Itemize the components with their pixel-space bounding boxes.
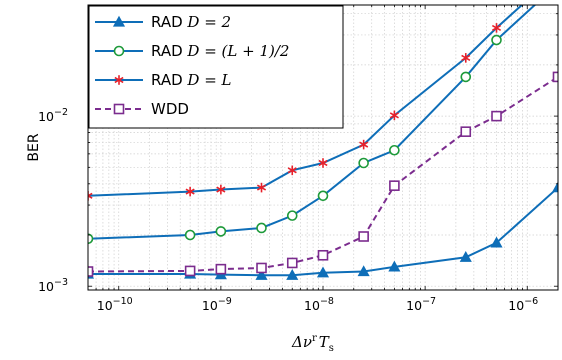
legend-entry: RAD D = (L + 1)/2 xyxy=(95,42,289,60)
marker-circle xyxy=(256,222,267,234)
marker-square xyxy=(184,265,196,277)
marker-triangle xyxy=(551,181,558,193)
legend-label: RAD D = (L + 1)/2 xyxy=(151,42,289,60)
legend-entry: WDD xyxy=(95,100,189,118)
legend-label: RAD D = 2 xyxy=(151,13,231,31)
marker-asterisk-stroke xyxy=(88,192,93,197)
marker-asterisk-stroke xyxy=(491,24,502,32)
marker-square xyxy=(389,180,400,191)
marker-triangle xyxy=(112,15,126,27)
marker-asterisk-stroke xyxy=(287,167,297,174)
marker-asterisk xyxy=(491,23,502,33)
legend-box xyxy=(88,5,344,129)
marker-square xyxy=(286,257,298,269)
marker-asterisk xyxy=(318,158,328,168)
marker-asterisk xyxy=(256,182,267,193)
marker-circle xyxy=(215,226,227,237)
marker-square xyxy=(460,126,472,137)
axis-labels: BER Δνr Ts xyxy=(26,133,334,354)
marker-asterisk-stroke xyxy=(359,141,369,148)
marker-triangle xyxy=(316,266,330,278)
marker-triangle xyxy=(388,260,401,272)
marker-circle xyxy=(317,190,329,202)
marker-asterisk-stroke xyxy=(185,188,195,195)
marker-triangle xyxy=(286,269,299,280)
marker-circle xyxy=(389,144,400,156)
marker-circle xyxy=(460,71,472,83)
marker-asterisk-stroke xyxy=(216,186,226,193)
legend-label: WDD xyxy=(151,100,189,118)
legend-entry: RAD D = 2 xyxy=(95,13,231,31)
marker-asterisk-stroke xyxy=(318,159,328,167)
x-tick-label: 10−8 xyxy=(304,296,334,313)
series-2 xyxy=(88,5,537,245)
marker-asterisk xyxy=(88,191,93,201)
marker-asterisk xyxy=(185,186,195,197)
x-tick-label: 10−6 xyxy=(508,296,538,313)
marker-square xyxy=(491,110,502,122)
marker-triangle xyxy=(255,269,268,280)
series-line xyxy=(88,76,558,273)
x-tick-label: 10−7 xyxy=(406,296,436,313)
x-tick-label: 10−9 xyxy=(202,296,232,313)
marker-asterisk-stroke xyxy=(389,112,399,119)
marker-square xyxy=(215,263,227,275)
series-layer xyxy=(88,5,558,280)
marker-asterisk xyxy=(461,53,471,63)
marker-square xyxy=(317,249,329,261)
marker-circle xyxy=(113,45,125,57)
marker-triangle xyxy=(459,251,472,262)
marker-asterisk xyxy=(287,165,297,176)
marker-square xyxy=(256,262,267,274)
marker-circle xyxy=(491,34,502,46)
marker-square xyxy=(113,103,125,115)
marker-square xyxy=(552,71,558,83)
marker-circle xyxy=(358,157,369,169)
marker-asterisk-stroke xyxy=(256,184,267,191)
marker-asterisk xyxy=(114,75,124,85)
marker-asterisk xyxy=(389,110,399,121)
marker-square xyxy=(88,266,94,277)
legend: RAD D = 2 RAD D = (L + 1)/2 RAD D = L WDD xyxy=(88,5,344,129)
marker-circle xyxy=(286,210,298,221)
series-4 xyxy=(88,71,558,277)
x-tick-label: 10−10 xyxy=(97,296,133,313)
y-tick-label: 10−3 xyxy=(38,277,68,294)
marker-triangle xyxy=(357,265,370,277)
marker-asterisk xyxy=(359,139,369,150)
marker-square xyxy=(358,231,369,242)
marker-asterisk-stroke xyxy=(461,54,471,61)
marker-asterisk-stroke xyxy=(88,194,93,199)
legend-label: RAD D = L xyxy=(151,71,232,89)
marker-triangle xyxy=(490,236,503,248)
legend-entry: RAD D = L xyxy=(95,71,232,89)
x-axis-label: Δνr Ts xyxy=(291,333,334,354)
y-tick-label: 10−2 xyxy=(38,107,68,124)
marker-asterisk-stroke xyxy=(114,76,124,84)
y-axis-label: BER xyxy=(26,133,42,161)
marker-asterisk xyxy=(216,184,226,195)
series-3 xyxy=(88,5,524,201)
marker-circle xyxy=(88,233,94,245)
marker-circle xyxy=(184,229,196,241)
